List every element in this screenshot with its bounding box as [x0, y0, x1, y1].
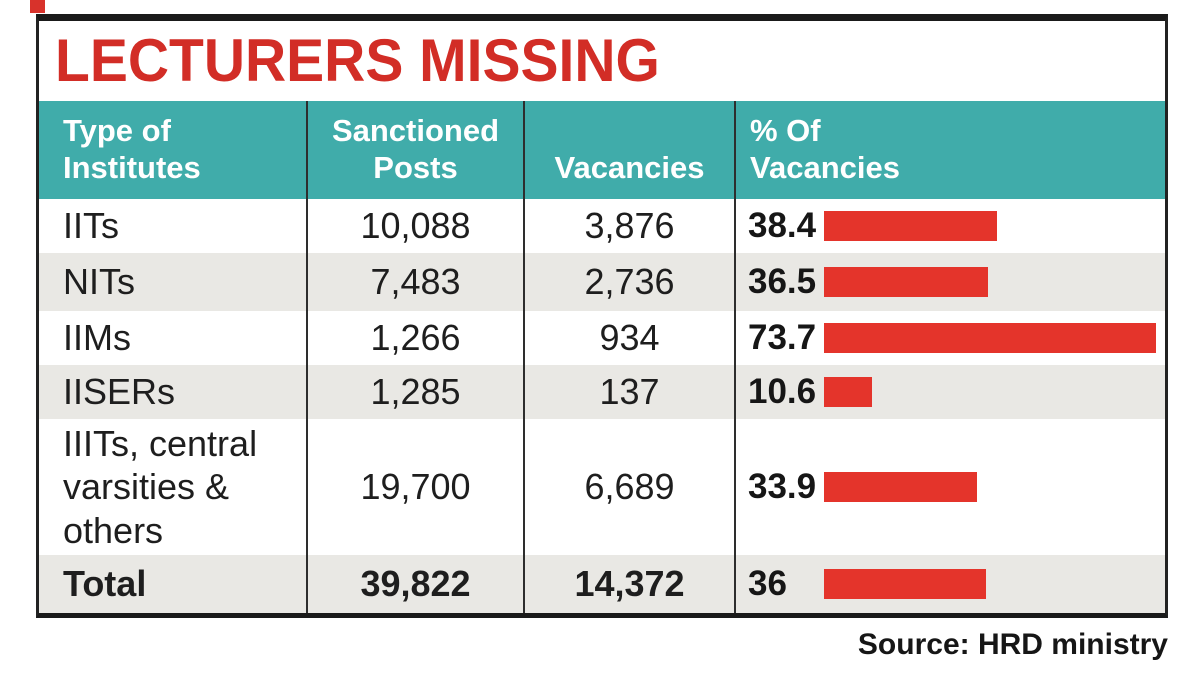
pct-value: 38.4	[748, 206, 817, 245]
sanctioned-cell: 1,285	[306, 365, 523, 419]
institute-cell: NITs	[63, 261, 135, 303]
pct-bar	[824, 323, 1156, 353]
title-band: LECTURERS MISSING	[39, 21, 1165, 101]
pct-bar	[824, 377, 872, 407]
pct-cell: 10.6	[734, 365, 1165, 419]
source-credit: Source: HRD ministry	[857, 628, 1168, 661]
vacancies-cell: 934	[523, 311, 734, 365]
header-type-of-institutes: Type of Institutes	[39, 101, 306, 199]
pct-bar	[824, 211, 997, 241]
pct-value: 33.9	[748, 467, 817, 506]
pct-value: 36.5	[748, 262, 817, 301]
pct-value: 73.7	[748, 318, 817, 357]
vacancies-cell: 137	[523, 365, 734, 419]
institute-cell: IITs	[63, 205, 120, 247]
table-header-row: Type of Institutes Sanctioned Posts Vacanc…	[39, 101, 1165, 199]
sanctioned-cell: 1,266	[306, 311, 523, 365]
header-pct-of-vacancies: % Of Vacancies	[734, 101, 1165, 199]
pct-cell: 33.9	[734, 419, 1165, 555]
pct-cell: 73.7	[734, 311, 1165, 365]
table-row: NITs 7,483 2,736 36.5	[39, 253, 1165, 311]
institute-cell: IIMs	[63, 317, 131, 359]
header-label: Type of Institutes	[63, 113, 201, 185]
header-label: % Of Vacancies	[750, 113, 900, 185]
institute-cell: IISERs	[63, 371, 176, 413]
data-table: Type of Institutes Sanctioned Posts Vacanc…	[39, 101, 1165, 613]
sanctioned-cell: 19,700	[306, 419, 523, 555]
infographic-frame: LECTURERS MISSING Type of Institutes Sanc…	[36, 14, 1168, 618]
table-row: IIMs 1,266 934 73.7	[39, 311, 1165, 365]
vacancies-cell: 2,736	[523, 253, 734, 311]
institute-cell: Total	[63, 563, 147, 605]
pct-value: 10.6	[748, 372, 817, 411]
header-label: Vacancies	[554, 150, 705, 186]
header-vacancies: Vacancies	[523, 101, 734, 199]
vacancies-cell: 6,689	[523, 419, 734, 555]
red-corner-mark	[30, 0, 45, 13]
sanctioned-cell: 39,822	[306, 555, 523, 613]
sanctioned-cell: 10,088	[306, 199, 523, 253]
page-title: LECTURERS MISSING	[55, 27, 660, 95]
pct-bar	[824, 267, 989, 297]
sanctioned-cell: 7,483	[306, 253, 523, 311]
vacancies-cell: 3,876	[523, 199, 734, 253]
table-row: IISERs 1,285 137 10.6	[39, 365, 1165, 419]
table-row: IIITs, central varsities & others 19,700…	[39, 419, 1165, 555]
header-label: Sanctioned Posts	[331, 113, 500, 185]
pct-value: 36	[748, 564, 787, 603]
pct-cell: 36.5	[734, 253, 1165, 311]
pct-cell: 36	[734, 555, 1165, 613]
vacancies-cell: 14,372	[523, 555, 734, 613]
table-total-row: Total 39,822 14,372 36	[39, 555, 1165, 613]
pct-bar	[824, 472, 977, 502]
pct-bar	[824, 569, 986, 599]
institute-cell: IIITs, central varsities & others	[63, 423, 258, 551]
table-row: IITs 10,088 3,876 38.4	[39, 199, 1165, 253]
pct-cell: 38.4	[734, 199, 1165, 253]
header-sanctioned-posts: Sanctioned Posts	[306, 101, 523, 199]
